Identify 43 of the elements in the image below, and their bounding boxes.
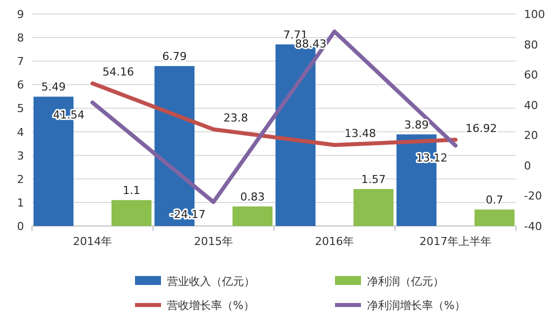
x-tick-label: 2016年 [315,235,354,248]
y-tick-label: 4 [17,126,24,139]
y-tick-label: 2 [17,172,24,186]
data-label: 23.8 [224,111,248,124]
y2-tick-label: -40 [524,220,542,233]
data-label: 5.49 [41,80,66,94]
y2-tick-label: 20 [524,129,538,142]
bar [474,210,514,226]
legend-label: 净利润（亿元） [367,275,444,288]
line-series [90,30,458,204]
data-label: 6.79 [162,50,187,64]
legend-label: 营收增长率（%） [167,299,254,312]
x-tick-label: 2015年 [194,235,233,248]
data-label: 0.7 [486,194,504,207]
legend-label: 营业收入（亿元） [167,275,255,288]
y2-tick-label: 40 [524,98,538,112]
y2-tick-label: 100 [524,8,545,21]
y-tick-label: 1 [17,196,24,210]
bar [354,189,394,226]
data-label: 16.92 [466,122,497,135]
x-tick-label: 2017年上半年 [420,235,492,248]
y-tick-label: 5 [17,102,24,116]
y-tick-label: 6 [17,78,24,92]
data-label: 13.48 [344,127,376,140]
data-label: 1.57 [361,173,386,186]
x-tick-label: 2014年 [73,235,112,248]
data-label: 1.1 [122,184,140,198]
y-tick-label: 0 [17,220,24,233]
y-tick-label: 9 [17,8,24,21]
data-label: 0.83 [240,190,265,204]
data-label: 54.16 [102,65,134,78]
y-tick-label: 7 [17,55,24,68]
data-label: 3.89 [404,118,429,132]
legend-label: 净利润增长率（%） [367,299,466,312]
y-tick-label: 8 [17,32,24,45]
y2-tick-label: 0 [524,159,531,172]
y2-tick-label: 60 [524,68,538,82]
bar [232,206,272,226]
y2-tick-label: -20 [524,190,542,203]
bar [112,200,152,226]
y2-tick-label: 80 [524,38,538,52]
line-series [90,81,458,148]
y-tick-label: 3 [17,149,24,162]
